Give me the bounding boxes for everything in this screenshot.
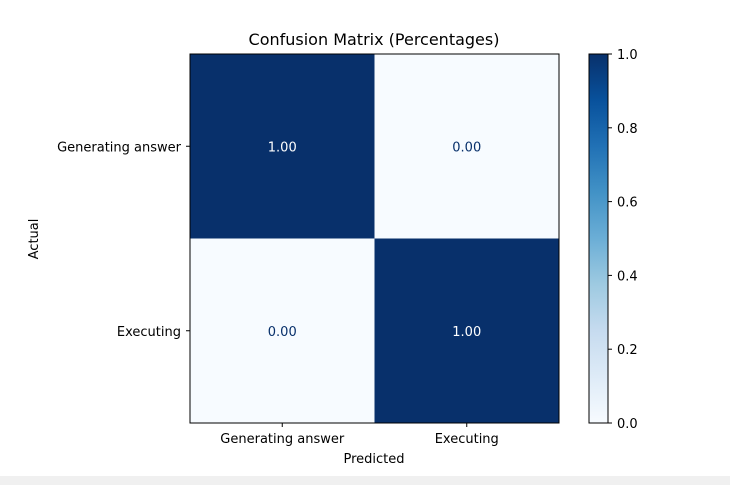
x-axis-label: Predicted [343,452,404,467]
colorbar-tick-label: 0.2 [617,343,638,358]
colorbar-ticks: 0.0 0.2 0.4 0.6 0.8 1.0 [608,48,638,432]
heatmap-cell [190,238,375,423]
heatmap-cell [190,54,375,239]
y-tick-label: Executing [117,325,181,340]
colorbar-tick-label: 0.8 [617,122,638,137]
colorbar-gradient [588,53,609,424]
y-tick-label: Generating answer [57,140,182,155]
colorbar-tick-label: 0.4 [617,269,638,284]
x-tick-label: Generating answer [220,432,345,447]
heatmap-cells: 1.00 0.00 0.00 1.00 [190,54,559,423]
heatmap-cell [374,54,559,239]
x-tick-label: Executing [435,432,499,447]
chart-title: Confusion Matrix (Percentages) [249,30,500,49]
colorbar-tick-label: 0.6 [617,196,638,211]
y-axis-ticks: Generating answer Executing [57,140,190,340]
heatmap-cell [374,238,559,423]
x-axis-ticks: Generating answer Executing [220,423,499,447]
colorbar-tick-label: 1.0 [617,48,638,63]
cell-value-label: 1.00 [452,325,481,340]
colorbar-tick-label: 0.0 [617,417,638,432]
cell-value-label: 0.00 [452,140,481,155]
cell-value-label: 0.00 [268,325,297,340]
plot-frame [189,53,560,424]
colorbar: 0.0 0.2 0.4 0.6 0.8 1.0 [588,48,638,432]
y-axis-label: Actual [27,219,42,260]
bottom-strip [0,476,730,485]
cell-value-label: 1.00 [268,140,297,155]
